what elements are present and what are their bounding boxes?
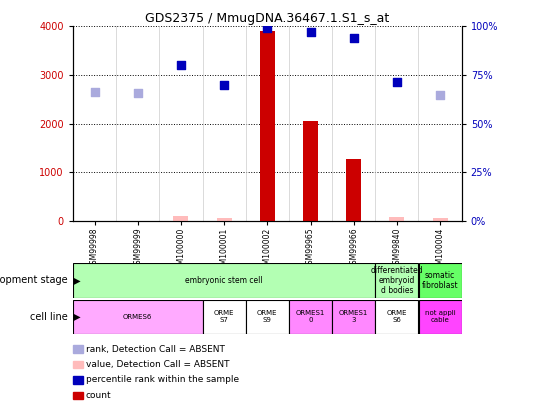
Text: ORMES6: ORMES6	[123, 314, 152, 320]
Text: ORME
S9: ORME S9	[257, 310, 278, 324]
Point	[436, 92, 444, 98]
Bar	[260, 31, 275, 221]
Text: ORMES1
3: ORMES1 3	[339, 310, 368, 324]
Bar	[73, 263, 375, 298]
Text: cell line: cell line	[30, 312, 68, 322]
Bar	[332, 300, 375, 334]
Point	[393, 79, 401, 85]
Point	[133, 90, 142, 97]
Title: GDS2375 / MmugDNA.36467.1.S1_s_at: GDS2375 / MmugDNA.36467.1.S1_s_at	[145, 12, 389, 25]
Text: not appli
cable: not appli cable	[425, 310, 455, 324]
Bar	[303, 121, 318, 221]
Point	[263, 25, 272, 32]
Bar	[202, 300, 246, 334]
Text: embryonic stem cell: embryonic stem cell	[185, 276, 263, 285]
Text: ORMES1
0: ORMES1 0	[296, 310, 325, 324]
Point	[177, 62, 185, 68]
Text: rank, Detection Call = ABSENT: rank, Detection Call = ABSENT	[86, 345, 225, 354]
Text: ORME
S7: ORME S7	[214, 310, 234, 324]
Text: ▶: ▶	[70, 312, 81, 322]
Text: development stage: development stage	[0, 275, 68, 286]
Text: percentile rank within the sample: percentile rank within the sample	[86, 375, 239, 384]
Bar	[246, 300, 289, 334]
Bar	[346, 158, 361, 221]
Bar	[418, 263, 462, 298]
Bar	[418, 300, 462, 334]
Text: somatic
fibroblast: somatic fibroblast	[422, 271, 458, 290]
Bar	[375, 300, 418, 334]
Text: ORME
S6: ORME S6	[387, 310, 407, 324]
Bar	[73, 300, 202, 334]
Bar	[375, 263, 418, 298]
Bar	[173, 216, 188, 221]
Text: count: count	[86, 391, 111, 400]
Text: value, Detection Call = ABSENT: value, Detection Call = ABSENT	[86, 360, 230, 369]
Text: differentiated
embryoid
d bodies: differentiated embryoid d bodies	[370, 266, 423, 295]
Point	[349, 35, 358, 42]
Point	[220, 81, 228, 88]
Point	[90, 89, 99, 95]
Bar	[217, 218, 232, 221]
Bar	[389, 217, 404, 221]
Point	[306, 29, 315, 35]
Bar	[433, 218, 448, 221]
Text: ▶: ▶	[70, 275, 81, 286]
Bar	[289, 300, 332, 334]
